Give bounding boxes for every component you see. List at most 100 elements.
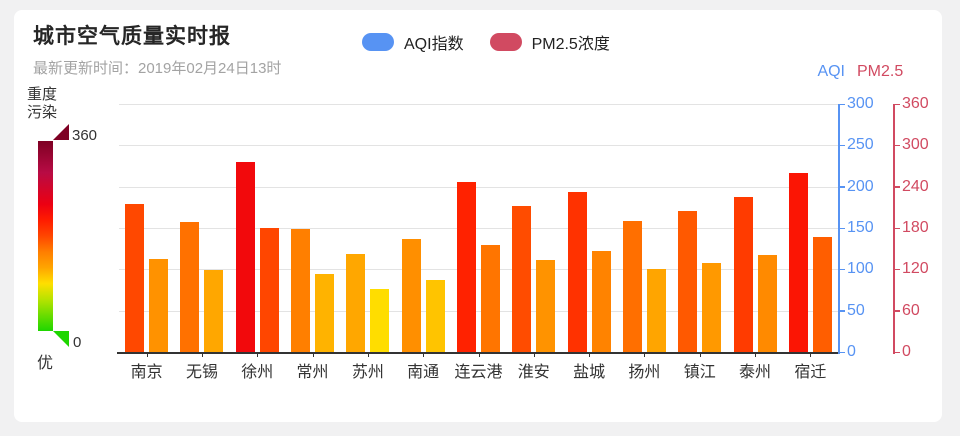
pm25-axis-tick [894, 144, 900, 147]
grid-line [119, 310, 838, 312]
bar-aqi[interactable] [457, 181, 476, 352]
x-axis-label: 南京 [130, 364, 163, 381]
bar-pm25[interactable] [149, 259, 169, 352]
pm25-axis-tick-label: 120 [902, 260, 929, 278]
x-axis-tick [644, 352, 646, 357]
x-axis-tick [257, 352, 259, 357]
aqi-axis-tick [839, 268, 845, 271]
bar-pm25[interactable] [812, 236, 832, 352]
bar-pm25[interactable] [315, 274, 335, 352]
aqi-legend-label: AQI指数 [404, 36, 464, 53]
visualmap-top-handle-icon[interactable] [53, 124, 69, 140]
grid-line [119, 228, 838, 229]
pm25-axis-tick-label: 240 [902, 177, 929, 195]
visualmap-low-label: 优 [37, 355, 54, 372]
legend: AQI指数 PM2.5浓度 [362, 30, 610, 54]
aqi-axis-tick-label: 200 [847, 177, 874, 195]
update-time-text: 最新更新时间：2019年02月24日13时 [33, 60, 282, 77]
x-axis-tick [755, 352, 757, 357]
x-axis-tick [478, 352, 480, 357]
bar-pm25[interactable] [536, 259, 556, 352]
grid-line [119, 186, 838, 188]
bar-pm25[interactable] [702, 263, 722, 352]
x-axis-label: 连云港 [454, 364, 503, 381]
x-axis-tick [201, 352, 203, 357]
x-axis-label: 苏州 [351, 364, 384, 381]
x-axis-label: 常州 [296, 364, 329, 381]
aqi-axis-tick-label: 100 [847, 260, 874, 278]
x-axis-label: 无锡 [185, 364, 218, 381]
bar-aqi[interactable] [125, 204, 145, 352]
bar-aqi[interactable] [346, 253, 366, 352]
x-axis-tick [699, 352, 701, 357]
pm25-legend-swatch [489, 33, 522, 51]
x-axis-label: 宿迁 [794, 364, 827, 381]
page-title: 城市空气质量实时报 [33, 25, 231, 48]
pm25-axis-tick [894, 186, 900, 188]
pm25-axis-tick [894, 103, 900, 105]
pm25-axis-tick-label: 180 [902, 219, 929, 236]
pm25-axis-tick [894, 310, 900, 312]
aqi-axis-tick [839, 227, 845, 229]
x-axis-label: 淮安 [517, 364, 550, 381]
aqi-axis-tick [839, 310, 845, 312]
x-axis-label: 泰州 [739, 364, 772, 381]
legend-item-aqi[interactable]: AQI指数 [362, 30, 464, 54]
pm25-axis-title: PM2.5 [857, 63, 904, 80]
aqi-legend-swatch [362, 33, 394, 51]
aqi-axis-tick [839, 103, 845, 105]
bar-aqi[interactable] [180, 222, 200, 352]
aqi-axis-line [838, 104, 840, 354]
bar-aqi[interactable] [678, 211, 698, 352]
bar-aqi[interactable] [235, 161, 255, 352]
visualmap-high-label-line2: 污染 [27, 104, 58, 121]
x-axis-label: 南通 [407, 364, 440, 381]
aqi-axis-tick [839, 351, 845, 353]
bar-pm25[interactable] [591, 251, 611, 352]
pm25-axis-tick [894, 227, 900, 229]
x-axis-tick [312, 352, 314, 357]
x-axis-line [117, 352, 840, 354]
pm25-axis-tick-label: 300 [902, 136, 929, 154]
bar-pm25[interactable] [757, 254, 777, 352]
x-axis-tick [589, 352, 591, 357]
x-axis-tick [367, 352, 369, 357]
aqi-axis-tick-label: 0 [847, 343, 856, 360]
legend-item-pm25[interactable]: PM2.5浓度 [489, 30, 610, 54]
pm25-axis-tick [894, 351, 900, 353]
aqi-axis-tick [839, 144, 845, 147]
pm25-legend-label: PM2.5浓度 [531, 36, 610, 53]
pm25-axis-tick-label: 60 [902, 301, 920, 319]
bar-aqi[interactable] [401, 238, 421, 352]
grid-line [119, 145, 838, 147]
visualmap-min-value: 0 [73, 334, 82, 351]
x-axis-tick [810, 352, 812, 357]
x-axis-label: 镇江 [683, 364, 716, 381]
bar-aqi[interactable] [788, 172, 808, 352]
grid-line [119, 269, 838, 271]
visualmap-max-value: 360 [72, 127, 98, 144]
visualmap-high-label-line1: 重度 [27, 86, 58, 103]
x-axis-label: 徐州 [241, 364, 274, 381]
bar-pm25[interactable] [425, 280, 445, 352]
aqi-axis-tick-label: 300 [847, 95, 874, 112]
bar-pm25[interactable] [370, 289, 390, 352]
bar-aqi[interactable] [567, 191, 587, 352]
bar-aqi[interactable] [733, 196, 753, 352]
air-quality-card: 城市空气质量实时报 最新更新时间：2019年02月24日13时 AQI指数 PM… [14, 10, 942, 422]
visualmap-bottom-handle-icon[interactable] [53, 331, 69, 347]
x-axis-tick [146, 352, 148, 357]
pm25-axis-line [893, 104, 895, 354]
visualmap-high-label: 重度 污染 [27, 86, 57, 122]
bar-pm25[interactable] [259, 228, 279, 352]
bar-pm25[interactable] [204, 270, 224, 352]
bar-aqi[interactable] [512, 205, 532, 352]
bar-aqi[interactable] [622, 221, 642, 352]
bar-pm25[interactable] [481, 245, 500, 352]
aqi-axis-title: AQI [817, 63, 845, 80]
pm25-axis-tick [894, 268, 900, 271]
bar-pm25[interactable] [646, 269, 666, 352]
bar-aqi[interactable] [291, 228, 311, 352]
pm25-axis-tick-label: 360 [902, 95, 929, 112]
visualmap-gradient-bar[interactable] [38, 141, 53, 331]
